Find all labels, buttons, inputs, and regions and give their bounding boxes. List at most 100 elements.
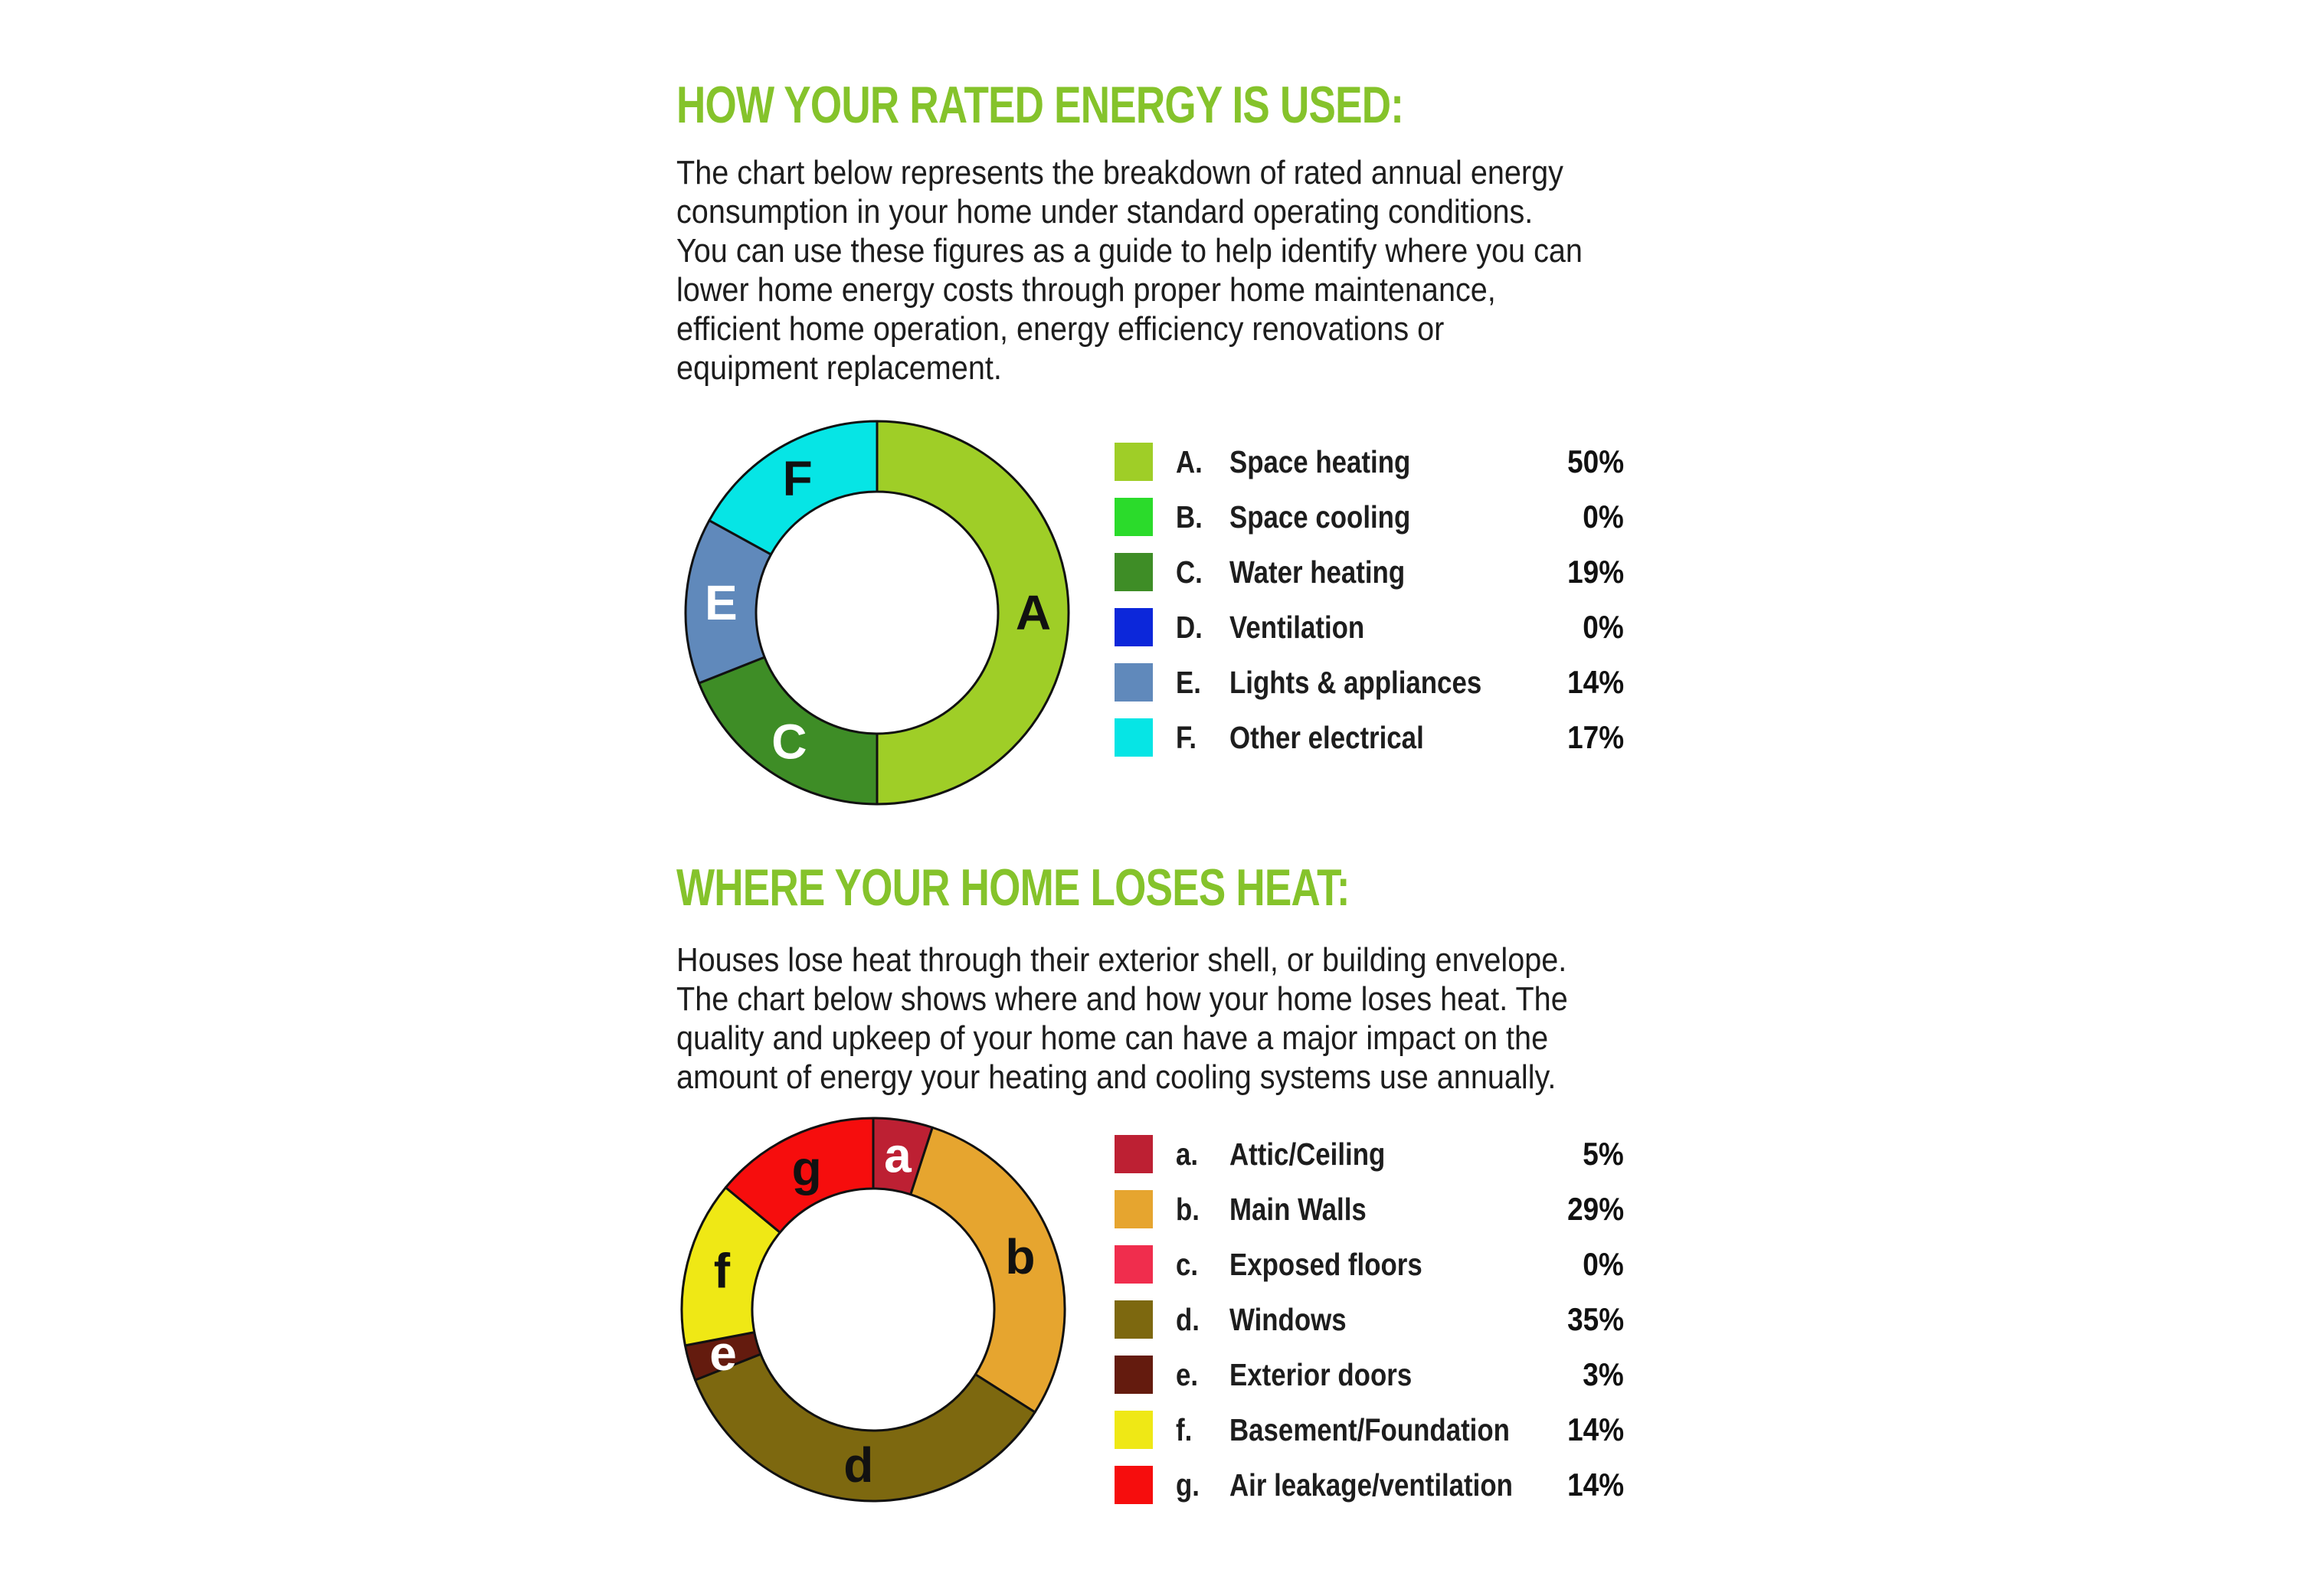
legend-row: f. Basement/Foundation 14% [1115,1402,1624,1457]
legend-letter: g. [1176,1467,1200,1503]
legend-label: Space heating [1229,444,1411,479]
paragraph-line: Houses lose heat through their exterior … [676,941,1567,979]
legend-letter: F. [1176,720,1197,755]
legend-label: Other electrical [1229,720,1424,755]
legend-row: B. Space cooling 0% [1115,489,1624,545]
legend-color-swatch [1115,498,1153,536]
paragraph-line: lower home energy costs through proper h… [676,271,1496,309]
legend-row: F. Other electrical 17% [1115,710,1624,765]
legend-letter: D. [1176,610,1203,645]
legend-letter: B. [1176,499,1203,535]
legend-letter: a. [1176,1136,1199,1172]
legend-color-swatch [1115,663,1153,702]
donut-segment-A [876,420,1070,806]
legend-label: Exposed floors [1229,1247,1422,1282]
legend-percent: 50% [1567,443,1624,479]
legend-percent: 0% [1583,1246,1624,1282]
legend-color-swatch [1115,443,1153,481]
legend-energy-use: A. Space heating 50% B. Space cooling 0%… [1115,434,1624,765]
legend-label: Basement/Foundation [1229,1412,1510,1447]
donut-segment-b [909,1126,1066,1414]
donut-segment-label-a: a [884,1128,912,1183]
paragraph-line: equipment replacement. [676,349,1002,387]
donut-segment-label-F: F [783,450,813,505]
legend-color-swatch [1115,1356,1153,1394]
legend-color-swatch [1115,1466,1153,1504]
legend-label: Water heating [1229,554,1406,590]
legend-row: b. Main Walls 29% [1115,1182,1624,1237]
donut-segment-F [708,420,879,556]
section-paragraph-energy-use: The chart below represents the breakdown… [676,153,1583,388]
paragraph-line: You can use these figures as a guide to … [676,232,1583,270]
legend-color-swatch [1115,1411,1153,1449]
legend-percent: 35% [1567,1301,1624,1337]
donut-segment-label-f: f [714,1243,731,1298]
donut-segment-label-g: g [792,1140,822,1195]
paragraph-line: The chart below shows where and how your… [676,980,1568,1018]
legend-label: Lights & appliances [1229,665,1482,700]
legend-label: Attic/Ceiling [1229,1136,1386,1172]
donut-segment-d [694,1352,1036,1503]
legend-label: Main Walls [1229,1192,1367,1227]
legend-row: a. Attic/Ceiling 5% [1115,1127,1624,1182]
legend-letter: E. [1176,665,1201,700]
legend-color-swatch [1115,1245,1153,1284]
paragraph-line: quality and upkeep of your home can have… [676,1019,1549,1057]
legend-percent: 29% [1567,1191,1624,1227]
legend-letter: A. [1176,444,1203,479]
legend-row: d. Windows 35% [1115,1292,1624,1347]
legend-label: Air leakage/ventilation [1229,1467,1513,1503]
paragraph-line: efficient home operation, energy efficie… [676,310,1445,348]
legend-row: g. Air leakage/ventilation 14% [1115,1457,1624,1513]
section-title-energy-use: HOW YOUR RATED ENERGY IS USED: [676,76,1404,134]
legend-color-swatch [1115,608,1153,646]
legend-letter: b. [1176,1192,1200,1227]
paragraph-line: The chart below represents the breakdown… [676,154,1563,191]
donut-svg: A C E F [684,420,1070,806]
legend-label: Exterior doors [1229,1357,1413,1392]
legend-row: e. Exterior doors 3% [1115,1347,1624,1402]
legend-color-swatch [1115,718,1153,757]
legend-percent: 5% [1583,1136,1624,1172]
legend-row: C. Water heating 19% [1115,545,1624,600]
legend-letter: f. [1176,1412,1193,1447]
donut-segment-label-d: d [843,1437,873,1493]
donut-segment-label-C: C [771,715,807,770]
legend-letter: c. [1176,1247,1199,1282]
legend-letter: C. [1176,554,1203,590]
legend-color-swatch [1115,1300,1153,1339]
donut-segment-label-A: A [1016,585,1051,640]
legend-color-swatch [1115,553,1153,591]
donut-segment-g [724,1117,875,1234]
section-paragraph-heat-loss: Houses lose heat through their exterior … [676,940,1568,1097]
section-title-heat-loss: WHERE YOUR HOME LOSES HEAT: [676,859,1350,917]
donut-segment-label-E: E [705,575,738,630]
legend-row: c. Exposed floors 0% [1115,1237,1624,1292]
legend-color-swatch [1115,1190,1153,1228]
donut-chart-energy-use: A C E F [676,412,1078,813]
donut-segment-label-b: b [1005,1229,1035,1284]
legend-percent: 19% [1567,554,1624,590]
legend-percent: 14% [1567,1411,1624,1447]
legend-label: Space cooling [1229,499,1411,535]
legend-label: Windows [1229,1302,1347,1337]
legend-letter: e. [1176,1357,1199,1392]
legend-percent: 0% [1583,609,1624,645]
legend-heat-loss: a. Attic/Ceiling 5% b. Main Walls 29% c.… [1115,1127,1624,1513]
legend-percent: 14% [1567,1467,1624,1503]
legend-percent: 3% [1583,1356,1624,1392]
legend-label: Ventilation [1229,610,1365,645]
legend-percent: 14% [1567,664,1624,700]
paragraph-line: consumption in your home under standard … [676,193,1534,231]
legend-percent: 0% [1583,499,1624,535]
legend-row: E. Lights & appliances 14% [1115,655,1624,710]
legend-row: D. Ventilation 0% [1115,600,1624,655]
legend-color-swatch [1115,1135,1153,1173]
legend-percent: 17% [1567,719,1624,755]
legend-letter: d. [1176,1302,1200,1337]
paragraph-line: amount of energy your heating and coolin… [676,1058,1557,1096]
legend-row: A. Space heating 50% [1115,434,1624,489]
